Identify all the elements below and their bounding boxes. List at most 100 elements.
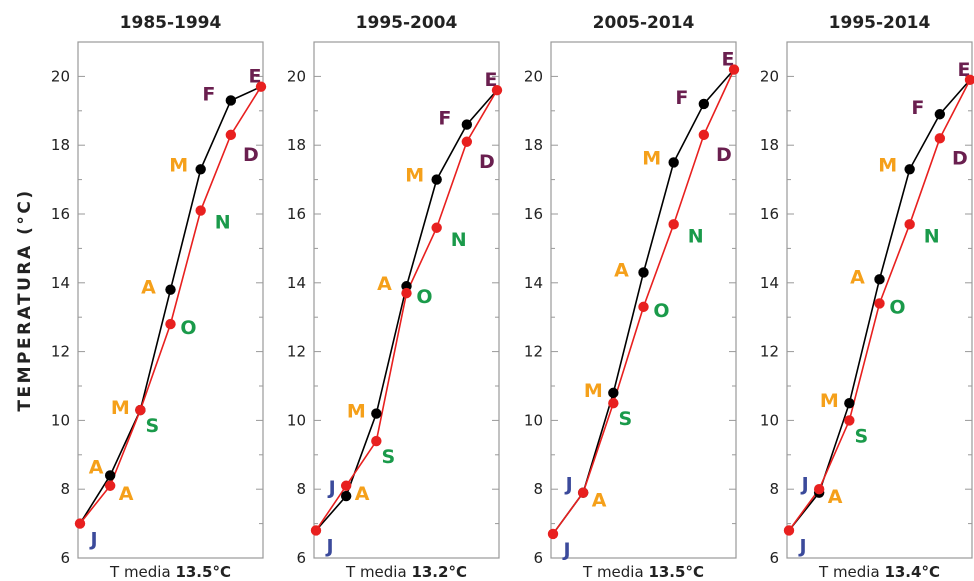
- y-tick-label: 10: [760, 411, 779, 429]
- month-label: J: [800, 474, 809, 496]
- month-label: A: [89, 456, 104, 478]
- data-point-red: [195, 205, 206, 216]
- data-point-black: [461, 119, 473, 130]
- month-label: A: [850, 266, 865, 288]
- y-tick-label: 12: [51, 343, 70, 361]
- series-line-red: [79, 86, 262, 525]
- plot-frame: [786, 41, 973, 559]
- data-point-red: [698, 129, 710, 141]
- data-point-red: [135, 404, 146, 416]
- month-label: E: [958, 59, 971, 81]
- data-point-black: [431, 174, 442, 185]
- mean-temperature: T media 13.5°C: [582, 563, 704, 581]
- month-label: J: [561, 539, 570, 561]
- data-point-red: [577, 487, 589, 498]
- month-label: S: [145, 415, 159, 437]
- month-label: M: [584, 380, 603, 402]
- mean-prefix: T media: [109, 563, 175, 581]
- mean-prefix: T media: [818, 563, 884, 581]
- month-label: S: [381, 446, 395, 468]
- y-tick-label: 16: [51, 205, 70, 223]
- month-label: J: [324, 535, 333, 557]
- month-label: F: [675, 87, 688, 109]
- data-point-black: [904, 164, 915, 175]
- plot-frame: [77, 41, 264, 559]
- month-label: F: [911, 97, 924, 119]
- data-point-red: [491, 84, 503, 96]
- y-tick-label: 12: [760, 343, 779, 361]
- y-tick-label: 18: [524, 136, 543, 154]
- series-line-red: [315, 89, 498, 531]
- y-tick-label: 6: [60, 549, 70, 567]
- data-point-black: [104, 470, 116, 481]
- data-point-red: [844, 415, 855, 426]
- month-label: M: [642, 147, 661, 169]
- series-line-black: [315, 89, 498, 532]
- month-label: O: [653, 300, 669, 322]
- month-label: A: [828, 486, 843, 508]
- data-point-red: [964, 74, 974, 86]
- month-label: N: [924, 225, 940, 247]
- data-point-black: [165, 284, 176, 295]
- month-label: J: [564, 474, 573, 496]
- month-label: A: [355, 483, 370, 505]
- y-tick-label: 12: [287, 343, 306, 361]
- month-label: J: [327, 477, 336, 499]
- month-label: A: [119, 483, 134, 505]
- data-point-red: [813, 484, 825, 495]
- y-tick-label: 18: [287, 136, 306, 154]
- data-point-red: [638, 301, 649, 313]
- month-label: A: [141, 277, 156, 299]
- data-point-black: [844, 398, 855, 409]
- data-point-red: [255, 81, 267, 92]
- month-label: A: [377, 273, 392, 295]
- data-point-black: [668, 157, 679, 168]
- month-label: M: [111, 397, 130, 419]
- mean-value: 13.5°C: [648, 563, 704, 581]
- data-point-black: [340, 490, 352, 502]
- month-label: D: [243, 144, 259, 166]
- data-point-red: [310, 525, 322, 536]
- month-label: M: [347, 401, 366, 423]
- data-point-red: [668, 219, 679, 230]
- month-label: M: [820, 390, 839, 412]
- month-label: N: [451, 229, 467, 251]
- y-tick-label: 6: [296, 549, 306, 567]
- data-point-black: [934, 109, 946, 120]
- data-point-black: [638, 267, 649, 278]
- y-tick-label: 20: [524, 67, 543, 85]
- data-point-red: [225, 129, 237, 141]
- panel-title: 2005-2014: [593, 13, 695, 33]
- month-label: O: [889, 296, 905, 318]
- plot-frame: [550, 41, 737, 559]
- data-point-black: [608, 387, 619, 399]
- data-point-red: [340, 480, 352, 491]
- y-tick-label: 14: [524, 274, 543, 292]
- mean-prefix: T media: [345, 563, 411, 581]
- series-line-black: [79, 85, 262, 525]
- data-point-black: [225, 95, 237, 106]
- month-label: O: [180, 317, 196, 339]
- month-label: D: [716, 144, 732, 166]
- data-point-red: [165, 318, 176, 330]
- data-point-black: [874, 274, 885, 285]
- data-point-red: [104, 480, 116, 491]
- month-label: S: [618, 408, 632, 430]
- mean-prefix: T media: [582, 563, 648, 581]
- y-tick-label: 14: [51, 274, 70, 292]
- data-point-red: [401, 287, 412, 299]
- month-label: E: [249, 66, 262, 88]
- y-tick-label: 8: [769, 480, 779, 498]
- data-point-red: [74, 518, 86, 529]
- month-label: F: [202, 83, 215, 105]
- data-point-black: [698, 98, 710, 110]
- month-label: N: [688, 225, 704, 247]
- y-tick-label: 20: [760, 67, 779, 85]
- y-tick-label: 20: [51, 67, 70, 85]
- panel-title: 1985-1994: [120, 13, 222, 33]
- data-point-red: [728, 64, 740, 75]
- y-tick-label: 10: [287, 411, 306, 429]
